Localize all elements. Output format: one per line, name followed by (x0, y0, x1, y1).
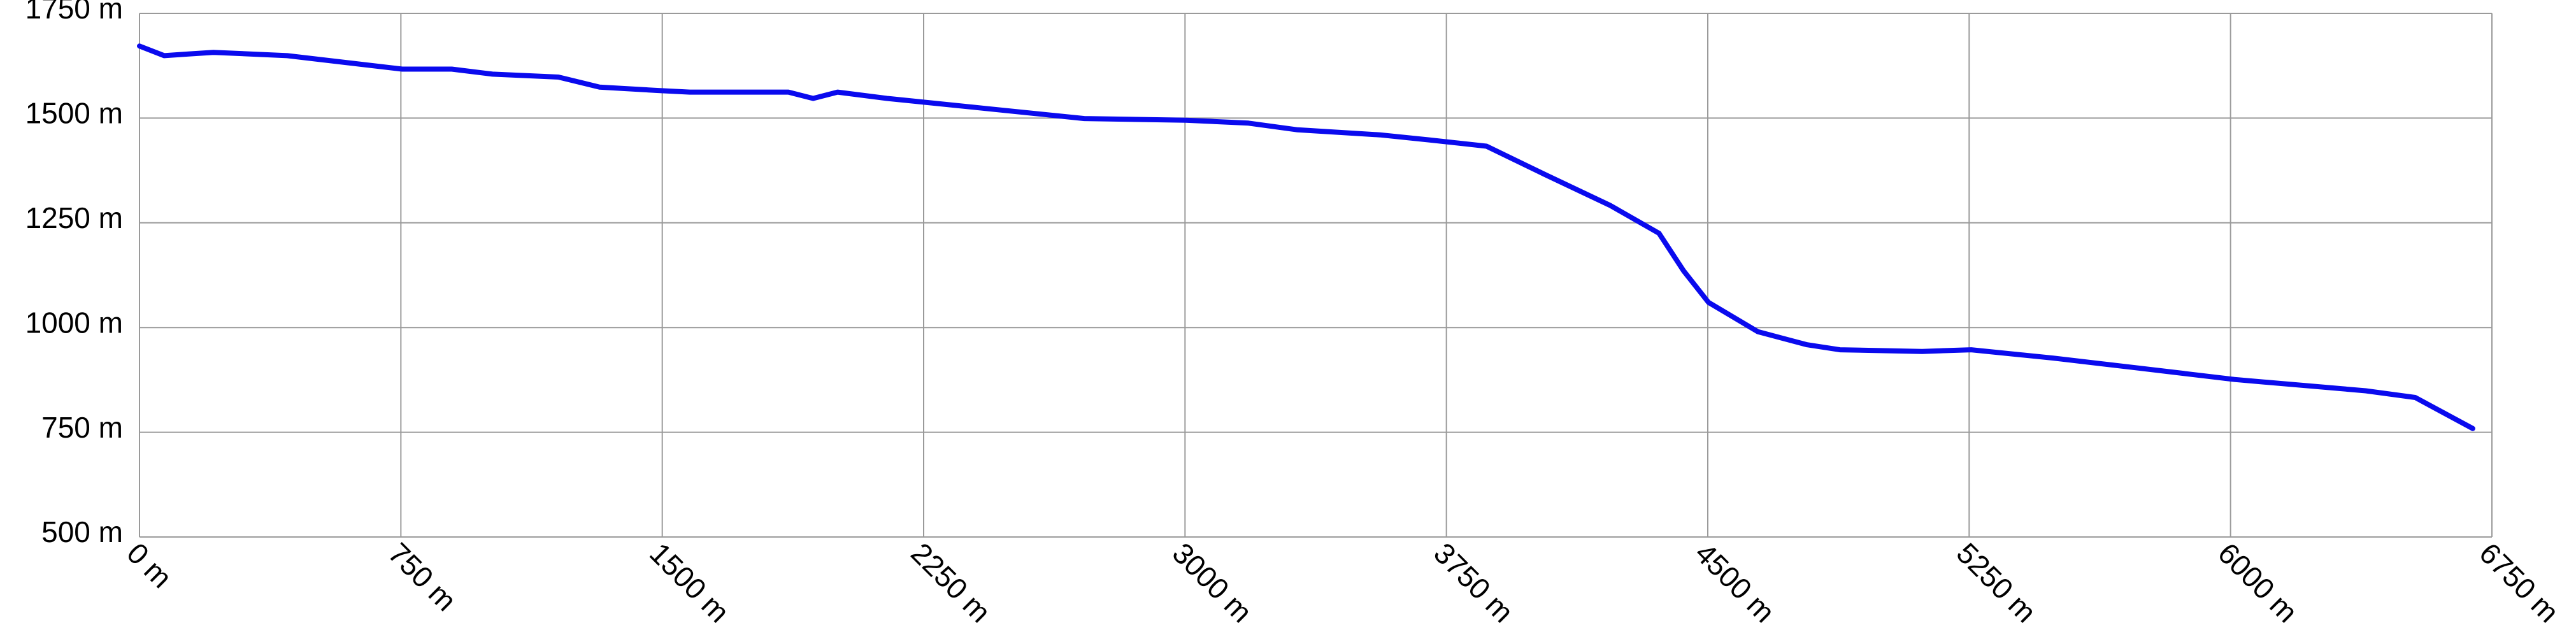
x-tick-label: 2250 m (905, 536, 997, 629)
x-tick-label: 6750 m (2473, 536, 2565, 629)
y-tick-label: 1250 m (25, 201, 123, 234)
x-tick-label: 750 m (382, 536, 463, 617)
x-tick-label: 1500 m (643, 536, 736, 629)
y-tick-label: 750 m (41, 411, 123, 444)
y-tick-label: 1500 m (25, 97, 123, 130)
x-tick-label: 3000 m (1166, 536, 1259, 629)
x-tick-label: 4500 m (1689, 536, 1781, 629)
elevation-line (137, 43, 2475, 431)
x-tick-label: 3750 m (1428, 536, 1520, 629)
y-tick-label: 1000 m (25, 306, 123, 339)
x-tick-label: 0 m (120, 536, 178, 594)
x-tick-label: 6000 m (2212, 536, 2304, 629)
y-tick-label: 500 m (41, 515, 123, 548)
y-tick-label: 1750 m (25, 0, 123, 25)
x-tick-label: 5250 m (1950, 536, 2043, 629)
